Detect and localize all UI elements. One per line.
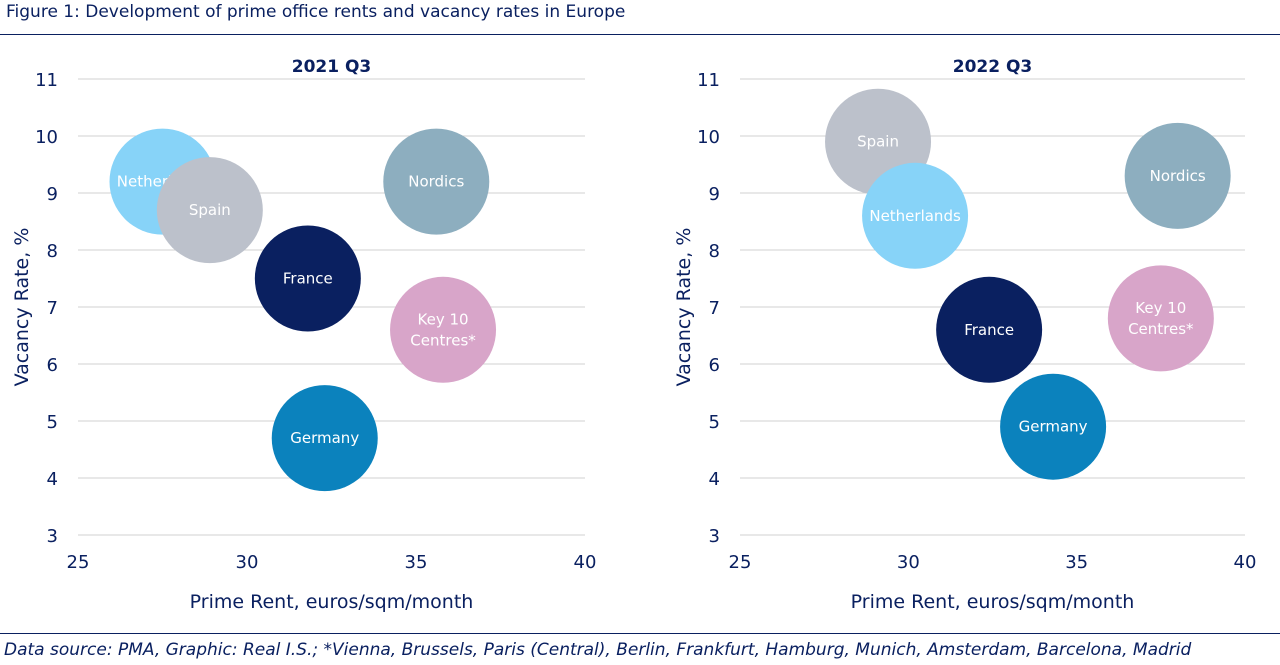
y-tick-label: 5 bbox=[709, 412, 720, 433]
y-tick-label: 6 bbox=[709, 355, 720, 376]
y-tick-label: 11 bbox=[697, 70, 720, 91]
y-tick-label: 4 bbox=[709, 469, 720, 490]
x-tick-label: 30 bbox=[897, 552, 920, 573]
bubble-nordics bbox=[1124, 122, 1231, 229]
bubble-nordics bbox=[383, 128, 490, 235]
bubble-label-spain: Spain bbox=[857, 133, 899, 151]
y-axis-label: Vacancy Rate, % bbox=[11, 228, 33, 387]
bubble-label-nordics: Nordics bbox=[408, 173, 464, 191]
x-tick-label: 40 bbox=[574, 552, 597, 573]
y-tick-label: 10 bbox=[697, 127, 720, 148]
y-tick-label: 7 bbox=[709, 298, 720, 319]
bubble-label-netherlands: Netherlands bbox=[869, 207, 961, 225]
y-tick-label: 6 bbox=[47, 355, 58, 376]
x-tick-label: 35 bbox=[405, 552, 428, 573]
bubble-label-key-10-centres: Centres* bbox=[1128, 320, 1194, 338]
bubble-germany bbox=[271, 385, 378, 492]
bubble-label-key-10-centres: Centres* bbox=[410, 331, 476, 349]
y-tick-label: 11 bbox=[35, 70, 58, 91]
x-tick-label: 25 bbox=[67, 552, 90, 573]
x-axis-label: Prime Rent, euros/sqm/month bbox=[851, 591, 1135, 613]
bubble-key-10-centres bbox=[390, 276, 497, 383]
y-tick-label: 4 bbox=[47, 469, 58, 490]
bubble-label-spain: Spain bbox=[189, 201, 231, 219]
bubble-label-germany: Germany bbox=[290, 429, 359, 447]
bubble-label-nordics: Nordics bbox=[1150, 167, 1206, 185]
bubble-label-key-10-centres: Key 10 bbox=[418, 310, 469, 328]
x-tick-label: 25 bbox=[729, 552, 752, 573]
x-tick-label: 40 bbox=[1234, 552, 1257, 573]
figure-title: Figure 1: Development of prime office re… bbox=[6, 2, 626, 22]
bubble-label-france: France bbox=[964, 321, 1014, 339]
y-tick-label: 10 bbox=[35, 127, 58, 148]
bubble-label-germany: Germany bbox=[1019, 418, 1088, 436]
y-tick-label: 9 bbox=[709, 184, 720, 205]
source-note: Data source: PMA, Graphic: Real I.S.; *V… bbox=[4, 640, 1192, 660]
y-tick-label: 5 bbox=[47, 412, 58, 433]
x-axis-label: Prime Rent, euros/sqm/month bbox=[190, 591, 474, 613]
y-tick-label: 7 bbox=[47, 298, 58, 319]
chart-panel-2021-q3: 3 4 5 6 7 8 9 10 11 25 30 35 40 2021 Q3 Prime Rent, eu… bbox=[11, 57, 596, 613]
bubble-label-key-10-centres: Key 10 bbox=[1135, 299, 1186, 317]
chart-title: 2022 Q3 bbox=[953, 57, 1033, 77]
bubble-key-10-centres bbox=[1107, 265, 1214, 372]
bubble-germany bbox=[1000, 373, 1107, 480]
bubble-spain bbox=[156, 157, 263, 264]
y-tick-label: 3 bbox=[709, 526, 720, 547]
chart-panel-2022-q3: 3 4 5 6 7 8 9 10 11 25 30 35 40 2022 Q3 Prime Rent, eu… bbox=[673, 57, 1256, 613]
y-tick-label: 8 bbox=[47, 241, 58, 262]
y-axis-label: Vacancy Rate, % bbox=[673, 228, 695, 387]
y-tick-label: 8 bbox=[709, 241, 720, 262]
bubble-netherlands bbox=[862, 162, 969, 269]
bubble-france bbox=[936, 276, 1043, 383]
bottom-rule bbox=[0, 633, 1280, 634]
bubble-france bbox=[254, 225, 361, 332]
x-tick-label: 35 bbox=[1065, 552, 1088, 573]
x-tick-label: 30 bbox=[236, 552, 259, 573]
chart-title: 2021 Q3 bbox=[292, 57, 372, 77]
bubble-label-france: France bbox=[283, 270, 333, 288]
top-rule bbox=[0, 34, 1280, 35]
y-tick-label: 9 bbox=[47, 184, 58, 205]
y-tick-label: 3 bbox=[47, 526, 58, 547]
